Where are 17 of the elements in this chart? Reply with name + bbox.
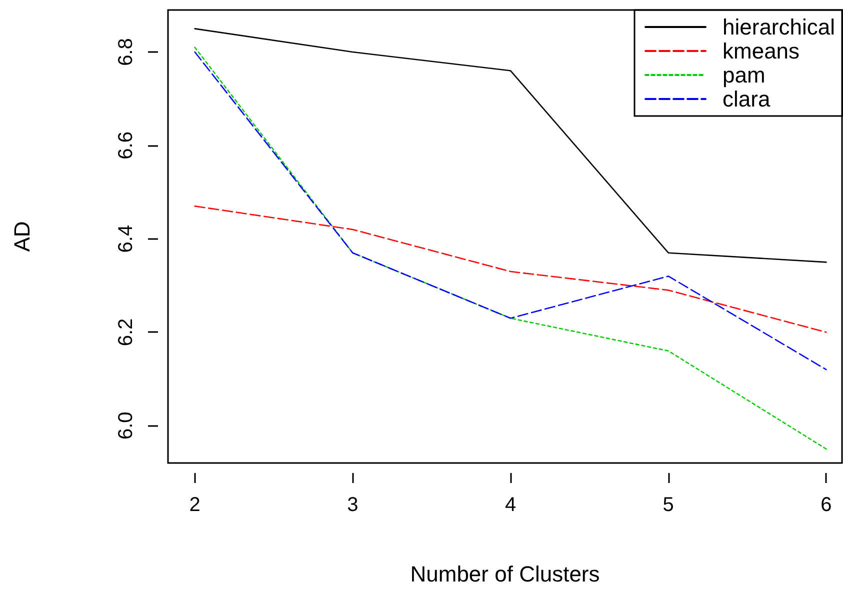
x-tick-label: 2 bbox=[189, 494, 200, 516]
legend-label: clara bbox=[722, 86, 771, 112]
x-tick-label: 6 bbox=[820, 494, 832, 516]
y-axis-title: AD bbox=[10, 221, 34, 252]
y-tick-label: 6.0 bbox=[115, 412, 137, 440]
legend-label: kmeans bbox=[722, 38, 800, 64]
legend-label: pam bbox=[722, 62, 766, 88]
y-tick-label: 6.2 bbox=[115, 318, 137, 346]
legend-label: hierarchical bbox=[722, 14, 836, 40]
line-series bbox=[194, 205, 827, 333]
x-tick-label: 5 bbox=[662, 494, 674, 516]
y-tick-label: 6.4 bbox=[115, 224, 137, 253]
y-tick-label: 6.8 bbox=[115, 38, 137, 66]
y-tick-label: 6.6 bbox=[115, 132, 137, 160]
x-tick-label: 3 bbox=[347, 494, 358, 516]
x-tick-label: 4 bbox=[504, 494, 516, 516]
x-axis-title: Number of Clusters bbox=[410, 562, 600, 586]
